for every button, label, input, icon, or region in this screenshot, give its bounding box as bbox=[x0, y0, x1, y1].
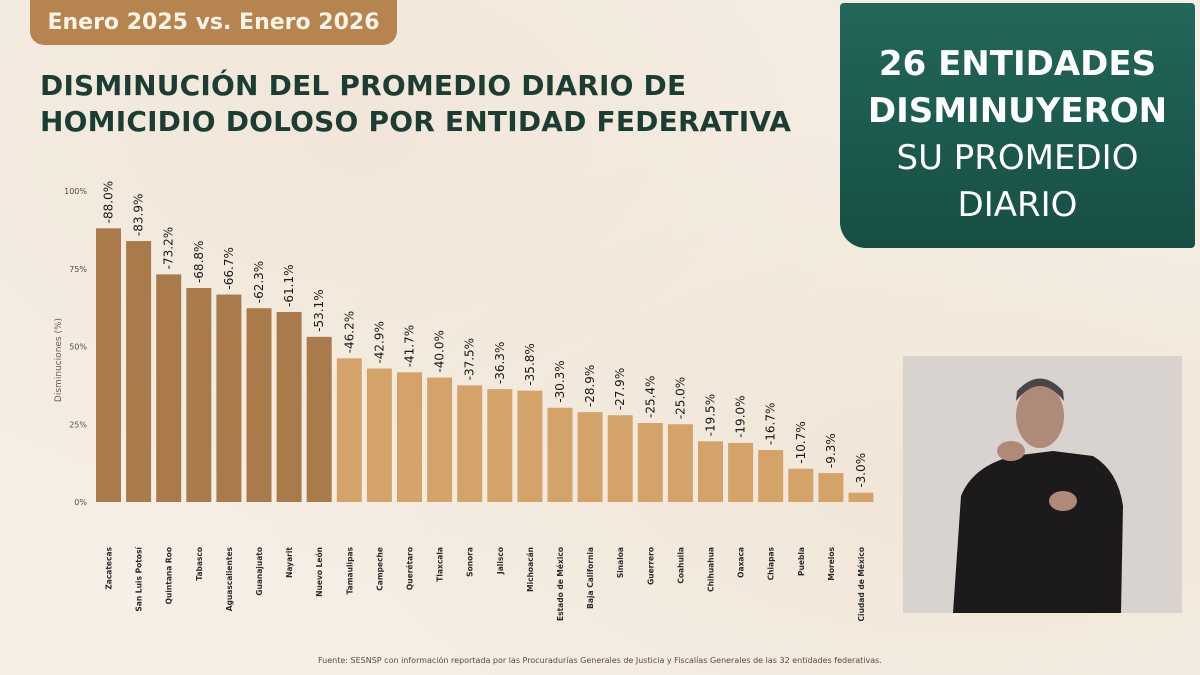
y-tick-label: 100% bbox=[64, 187, 87, 196]
sign-language-interpreter bbox=[903, 356, 1182, 613]
category-label: Campeche bbox=[375, 547, 384, 591]
bar bbox=[728, 442, 754, 502]
bar bbox=[517, 390, 543, 502]
callout-line-1: 26 ENTIDADES bbox=[878, 44, 1157, 84]
bar bbox=[607, 415, 633, 502]
value-label: -88.0% bbox=[102, 181, 116, 223]
bar bbox=[848, 492, 874, 502]
category-label: Chiapas bbox=[767, 546, 776, 580]
callout-box: 26 ENTIDADES DISMINUYERON SU PROMEDIO DI… bbox=[840, 3, 1195, 248]
bar bbox=[667, 424, 693, 502]
value-label: -16.7% bbox=[764, 403, 778, 445]
category-label: Oaxaca bbox=[737, 547, 746, 578]
bar bbox=[427, 377, 453, 502]
category-label: Querétaro bbox=[406, 547, 415, 590]
value-label: -35.8% bbox=[523, 343, 537, 385]
value-label: -37.5% bbox=[463, 338, 477, 380]
callout-line-4: DIARIO bbox=[957, 185, 1078, 225]
category-label: Aguascalientes bbox=[225, 546, 234, 611]
callout-line-2: DISMINUYERON bbox=[867, 91, 1168, 131]
category-label: Guanajuato bbox=[255, 547, 264, 596]
value-label: -46.2% bbox=[342, 311, 356, 353]
bar bbox=[637, 423, 663, 502]
category-label: San Luis Potosí bbox=[135, 547, 144, 612]
value-label: -28.9% bbox=[583, 365, 597, 407]
bar bbox=[246, 308, 272, 502]
value-label: -68.8% bbox=[192, 241, 206, 283]
value-label: -19.0% bbox=[734, 395, 748, 437]
category-label: Ciudad de México bbox=[857, 547, 866, 621]
value-label: -27.9% bbox=[613, 368, 627, 410]
bar bbox=[788, 468, 814, 502]
bar bbox=[96, 228, 121, 502]
value-label: -25.0% bbox=[673, 377, 687, 419]
category-label: Morelos bbox=[827, 546, 836, 580]
period-badge: Enero 2025 vs. Enero 2026 bbox=[30, 0, 397, 45]
value-label: -62.3% bbox=[252, 261, 266, 303]
bar bbox=[126, 241, 152, 503]
category-label: Puebla bbox=[797, 547, 806, 576]
value-label: -41.7% bbox=[403, 325, 417, 367]
bar-chart: Disminuciones (%) 0% 25% 50% 75% 100% -88.0% -… bbox=[54, 181, 874, 621]
title-line-1: DISMINUCIÓN DEL PROMEDIO DIARIO DE bbox=[40, 69, 687, 102]
y-axis-label: Disminuciones (%) bbox=[54, 318, 64, 402]
bar bbox=[216, 294, 242, 502]
y-tick-label: 0% bbox=[74, 498, 87, 507]
bar bbox=[758, 450, 784, 502]
bar bbox=[366, 368, 392, 502]
bar bbox=[156, 274, 182, 502]
interpreter-image bbox=[903, 356, 1182, 613]
value-label: -42.9% bbox=[372, 321, 386, 363]
bar bbox=[457, 385, 483, 502]
y-tick-label: 25% bbox=[69, 420, 87, 429]
value-label: -10.7% bbox=[794, 421, 808, 463]
bar bbox=[577, 412, 603, 502]
bar bbox=[547, 407, 573, 502]
bar bbox=[306, 336, 332, 502]
category-label: Zacatecas bbox=[105, 546, 114, 589]
y-tick-label: 50% bbox=[69, 343, 87, 352]
value-label: -9.3% bbox=[824, 433, 838, 468]
callout-line-3: SU PROMEDIO bbox=[896, 138, 1139, 178]
category-label: Guerrero bbox=[646, 547, 655, 585]
category-label: Baja California bbox=[586, 547, 595, 609]
category-label: Tabasco bbox=[195, 547, 204, 581]
value-label: -83.9% bbox=[132, 194, 146, 236]
category-label: Nuevo León bbox=[315, 547, 324, 597]
bar bbox=[487, 389, 513, 502]
y-tick-label: 75% bbox=[69, 265, 87, 274]
category-label: Quintana Roo bbox=[165, 547, 174, 604]
bar bbox=[397, 372, 422, 502]
category-label: Sinaloa bbox=[616, 547, 625, 578]
value-label: -61.1% bbox=[282, 265, 296, 307]
value-label: -66.7% bbox=[222, 247, 236, 289]
category-label: Tlaxcala bbox=[436, 547, 445, 582]
value-label: -19.5% bbox=[704, 394, 718, 436]
category-label: Tamaulipas bbox=[345, 546, 354, 594]
category-label: Coahuila bbox=[676, 547, 685, 584]
category-label: Jalisco bbox=[496, 547, 505, 575]
category-label: Estado de México bbox=[556, 547, 565, 621]
bar bbox=[186, 288, 212, 502]
period-text: Enero 2025 vs. Enero 2026 bbox=[47, 10, 380, 35]
bar bbox=[818, 473, 844, 502]
value-label: -3.0% bbox=[854, 453, 868, 488]
page-title: DISMINUCIÓN DEL PROMEDIO DIARIO DE HOMIC… bbox=[40, 68, 791, 140]
title-line-2: HOMICIDIO DOLOSO POR ENTIDAD FEDERATIVA bbox=[40, 105, 792, 138]
category-label: Nayarit bbox=[285, 547, 294, 578]
value-label: -25.4% bbox=[643, 376, 657, 418]
bar bbox=[276, 311, 302, 502]
bar bbox=[336, 358, 362, 502]
value-label: -53.1% bbox=[312, 289, 326, 331]
category-label: Sonora bbox=[466, 547, 475, 577]
value-label: -30.3% bbox=[553, 360, 567, 402]
category-label: Michoacán bbox=[526, 547, 535, 592]
bar bbox=[698, 441, 723, 502]
value-label: -40.0% bbox=[433, 330, 447, 372]
source-note: Fuente: SESNSP con información reportada… bbox=[318, 656, 882, 665]
value-label: -36.3% bbox=[493, 342, 507, 384]
category-label: Chihuahua bbox=[707, 547, 716, 592]
value-label: -73.2% bbox=[162, 227, 176, 269]
